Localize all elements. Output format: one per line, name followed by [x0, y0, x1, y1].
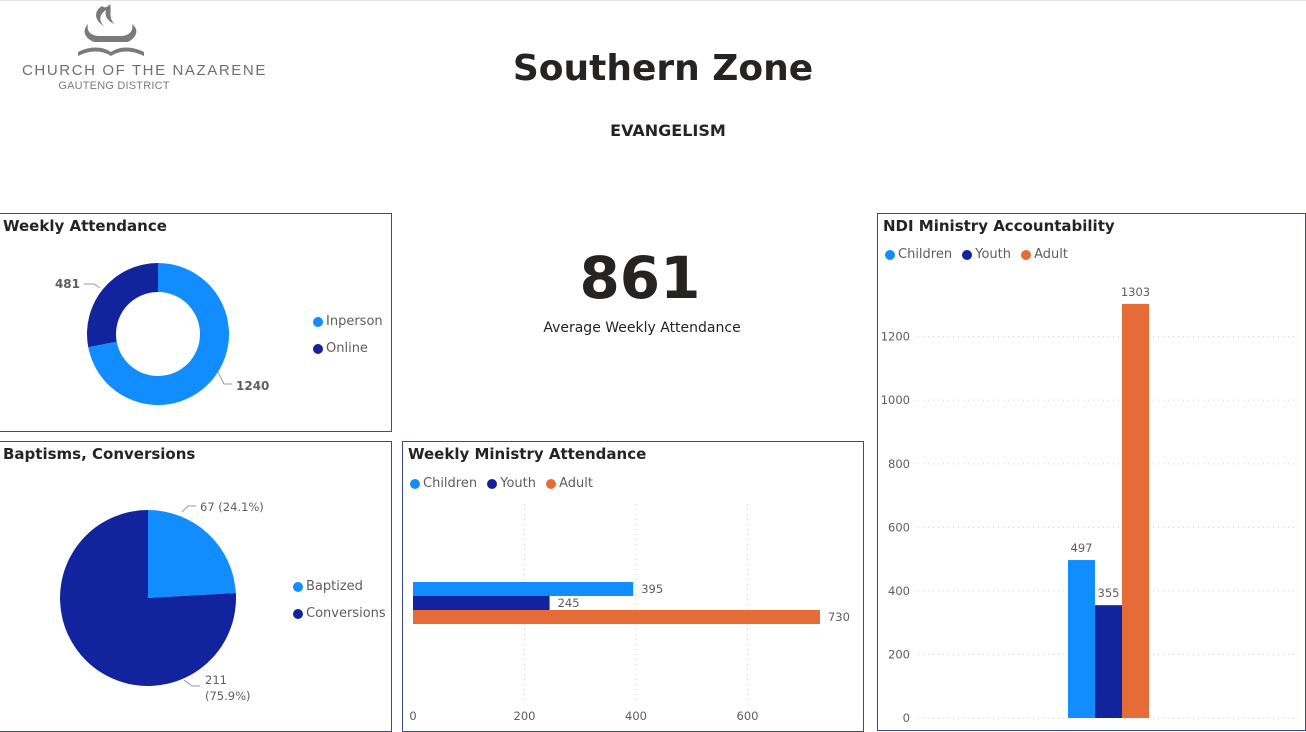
logo: CHURCH OF THE NAZARENE GAUTENG DISTRICT	[22, 2, 267, 96]
data-label-conversions-percent: (75.9%)	[205, 689, 251, 703]
legend-label: Youth	[975, 247, 1011, 262]
data-label-inperson: 1240	[236, 379, 269, 393]
bar-children[interactable]	[413, 582, 634, 596]
weekly-attendance-title: Weekly Attendance	[3, 217, 167, 235]
legend-label: Children	[898, 247, 953, 262]
bar-children[interactable]	[1068, 560, 1095, 718]
leader-line	[183, 679, 200, 687]
legend-dot-icon	[293, 608, 303, 619]
x-tick-label: 200	[514, 709, 536, 723]
legend-dot-icon	[487, 478, 498, 489]
leader-line	[181, 505, 196, 513]
legend-label: Baptized	[306, 579, 363, 594]
data-label-youth: 355	[1098, 586, 1120, 600]
legend-item-online[interactable]: Online	[313, 341, 383, 356]
baptisms-conversions-chart[interactable]: 67 (24.1%) 211 (75.9%)	[0, 442, 391, 732]
legend-label: Adult	[1034, 247, 1068, 262]
x-tick-label: 0	[409, 709, 416, 723]
top-divider	[0, 0, 1306, 1]
legend-label: Conversions	[306, 606, 386, 621]
weekly-ministry-attendance-chart[interactable]: 0 200 400 600 395 245 730	[403, 442, 863, 731]
data-label-adult: 730	[828, 610, 850, 624]
pie-slice-conversions[interactable]	[60, 510, 237, 686]
flame-book-icon	[78, 4, 144, 56]
legend-label: Youth	[500, 476, 536, 491]
legend-item-children[interactable]: Children	[410, 476, 477, 491]
legend-dot-icon	[410, 478, 420, 489]
kpi-value: 861	[579, 244, 701, 312]
legend-dot-icon	[313, 316, 323, 327]
legend-item-baptized[interactable]: Baptized	[293, 579, 386, 594]
legend-item-conversions[interactable]: Conversions	[293, 606, 386, 621]
data-label-online: 481	[55, 277, 80, 291]
data-label-children: 395	[641, 582, 663, 596]
leader-line	[84, 283, 101, 289]
weekly-ministry-attendance-panel[interactable]: Weekly Ministry Attendance Children Yout…	[402, 441, 864, 732]
y-tick-label: 1000	[881, 393, 910, 407]
data-label-adult: 1303	[1121, 285, 1150, 299]
bar-youth[interactable]	[413, 596, 550, 610]
ndi-accountability-panel[interactable]: NDI Ministry Accountability Children You…	[877, 213, 1306, 731]
ndi-accountability-title: NDI Ministry Accountability	[883, 217, 1115, 235]
x-tick-label: 600	[737, 709, 759, 723]
legend-label: Inperson	[326, 314, 383, 329]
legend-label: Adult	[559, 476, 593, 491]
legend-item-adult[interactable]: Adult	[1021, 247, 1068, 262]
legend-item-inperson[interactable]: Inperson	[313, 314, 383, 329]
y-tick-label: 0	[903, 711, 910, 725]
legend-label: Online	[326, 341, 368, 356]
data-label-baptized: 67 (24.1%)	[200, 500, 264, 514]
weekly-attendance-panel[interactable]: Weekly Attendance 481 1240 Inperson Onlin…	[0, 213, 392, 432]
legend-dot-icon	[293, 581, 303, 592]
y-tick-label: 200	[888, 647, 910, 661]
legend-dot-icon	[546, 478, 557, 489]
kpi-label: Average Weekly Attendance	[543, 320, 741, 336]
y-tick-label: 600	[888, 520, 910, 534]
logo-text-main: CHURCH OF THE NAZARENE	[22, 62, 267, 79]
legend-label: Children	[423, 476, 478, 491]
data-label-conversions-value: 211	[205, 673, 227, 687]
bar-adult[interactable]	[1122, 303, 1149, 718]
ndi-accountability-chart[interactable]: 0 200 400 600 800 1000 1200 497 355 1303	[878, 214, 1305, 730]
baptisms-conversions-panel[interactable]: Baptisms, Conversions 67 (24.1%) 211 (75.9…	[0, 441, 392, 732]
legend-dot-icon	[885, 249, 895, 260]
legend-item-adult[interactable]: Adult	[546, 476, 593, 491]
legend-item-children[interactable]: Children	[885, 247, 952, 262]
baptisms-conversions-legend: Baptized Conversions	[293, 579, 392, 633]
ndi-accountability-legend: Children Youth Adult	[885, 247, 1074, 264]
legend-dot-icon	[962, 249, 973, 260]
weekly-ministry-attendance-title: Weekly Ministry Attendance	[408, 445, 647, 463]
bar-adult[interactable]	[413, 610, 820, 624]
logo-text-sub: GAUTENG DISTRICT	[58, 80, 170, 92]
data-label-youth: 245	[558, 596, 580, 610]
page-title: Southern Zone	[512, 48, 814, 89]
legend-dot-icon	[313, 343, 323, 354]
y-tick-label: 800	[888, 457, 910, 471]
weekly-attendance-chart[interactable]: 481 1240	[0, 214, 391, 431]
x-tick-label: 400	[625, 709, 647, 723]
data-label-children: 497	[1071, 541, 1093, 555]
legend-dot-icon	[1021, 249, 1032, 260]
y-tick-label: 400	[888, 584, 910, 598]
bar-youth[interactable]	[1095, 605, 1122, 718]
page-subtitle: EVANGELISM	[610, 121, 726, 140]
donut-slice-online[interactable]	[87, 263, 158, 348]
weekly-attendance-legend: Inperson Online	[313, 314, 389, 368]
donut-slice-inperson[interactable]	[88, 263, 229, 405]
legend-item-youth[interactable]: Youth	[487, 476, 536, 491]
baptisms-conversions-title: Baptisms, Conversions	[3, 445, 196, 463]
legend-item-youth[interactable]: Youth	[962, 247, 1011, 262]
pie-slice-baptized[interactable]	[148, 510, 236, 598]
leader-line	[217, 371, 232, 385]
weekly-ministry-attendance-legend: Children Youth Adult	[410, 476, 599, 493]
y-tick-label: 1200	[881, 330, 910, 344]
